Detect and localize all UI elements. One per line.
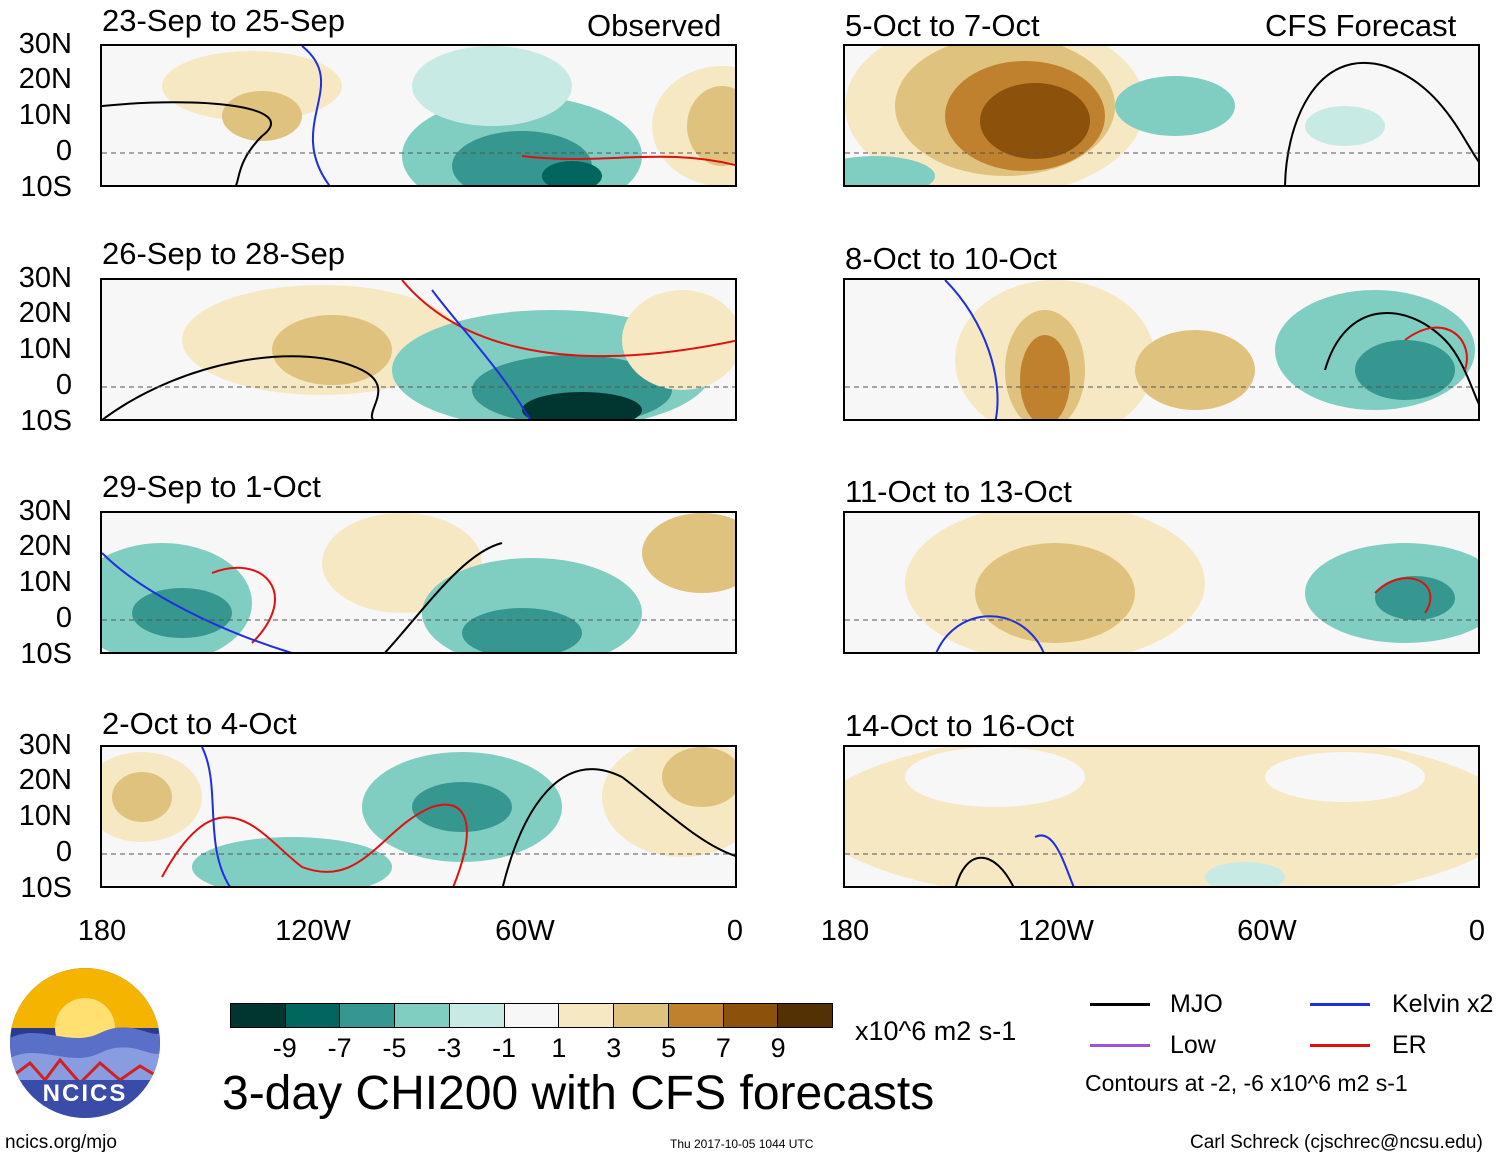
legend-mjo-label: MJO — [1170, 990, 1223, 1018]
x-tick-right-0: 0 — [1468, 915, 1486, 947]
y-tick-row3-4: 10S — [20, 638, 72, 670]
legend-low-line — [1090, 1044, 1150, 1047]
ncics-logo-text: NCICS — [42, 1080, 128, 1107]
footer-url[interactable]: ncics.org/mjo — [5, 1132, 117, 1153]
colorbar-label-3: -3 — [437, 1033, 462, 1063]
colorbar-swatch-0 — [231, 1004, 286, 1027]
y-tick-row1-2: 10N — [18, 99, 72, 131]
y-tick-row3-2: 10N — [18, 566, 72, 598]
footer-timestamp: Thu 2017-10-05 1044 UTC — [670, 1137, 814, 1151]
y-tick-row3-1: 20N — [18, 530, 72, 562]
observed-map-4 — [100, 745, 737, 888]
y-tick-row2-1: 20N — [18, 297, 72, 329]
x-tick-right-60w: 60W — [1237, 915, 1297, 947]
y-tick-row2-0: 30N — [18, 262, 72, 294]
x-tick-right-180: 180 — [820, 915, 870, 947]
forecast-panel-3-title: 11-Oct to 13-Oct — [845, 474, 1072, 509]
legend-mjo-line — [1090, 1003, 1150, 1006]
observed-panel-2-title: 26-Sep to 28-Sep — [102, 236, 346, 271]
colorbar-label-7: 5 — [661, 1033, 677, 1063]
colorbar-swatch-6 — [559, 1004, 615, 1027]
y-tick-row1-0: 30N — [18, 28, 72, 60]
y-tick-row1-1: 20N — [18, 63, 72, 95]
legend-er-label: ER — [1392, 1031, 1427, 1059]
legend-kelvin-label: Kelvin x2 — [1392, 990, 1494, 1018]
observed-panel-3-title: 29-Sep to 1-Oct — [102, 469, 321, 504]
colorbar-swatch-2 — [340, 1004, 396, 1027]
y-tick-row3-0: 30N — [18, 495, 72, 527]
legend-contours-note: Contours at -2, -6 x10^6 m2 s-1 — [1085, 1070, 1408, 1096]
forecast-map-4 — [843, 745, 1480, 888]
forecast-map-2 — [843, 278, 1480, 421]
y-tick-row3-3: 0 — [55, 602, 72, 634]
legend-low-label: Low — [1170, 1031, 1216, 1059]
y-tick-row1-3: 0 — [55, 135, 72, 167]
y-tick-row2-3: 0 — [55, 369, 72, 401]
forecast-panel-2-title: 8-Oct to 10-Oct — [845, 241, 1057, 276]
forecast-panel-4-title: 14-Oct to 16-Oct — [845, 708, 1075, 743]
x-tick-right-120w: 120W — [1018, 915, 1094, 947]
legend-er-line — [1310, 1044, 1370, 1047]
y-tick-row4-4: 10S — [20, 872, 72, 904]
colorbar-label-0: -9 — [272, 1033, 297, 1063]
forecast-map-3 — [843, 511, 1480, 654]
observed-header: Observed — [587, 8, 722, 43]
colorbar-swatch-3 — [395, 1004, 450, 1027]
colorbar — [230, 1003, 833, 1028]
x-tick-left-0: 0 — [726, 915, 744, 947]
legend-kelvin-line — [1310, 1003, 1370, 1006]
colorbar-label-8: 7 — [715, 1033, 731, 1063]
colorbar-label-2: -5 — [382, 1033, 407, 1063]
colorbar-swatch-4 — [449, 1004, 505, 1027]
y-tick-row2-4: 10S — [20, 405, 72, 437]
observed-map-2 — [100, 278, 737, 421]
y-tick-row4-1: 20N — [18, 764, 72, 796]
observed-panel-1-title: 23-Sep to 25-Sep — [102, 3, 346, 38]
y-tick-row1-4: 10S — [20, 171, 72, 203]
colorbar-swatch-9 — [723, 1004, 779, 1027]
colorbar-label-5: 1 — [551, 1033, 567, 1063]
main-title: 3-day CHI200 with CFS forecasts — [222, 1067, 935, 1120]
colorbar-label-6: 3 — [606, 1033, 622, 1063]
observed-map-3 — [100, 511, 737, 654]
colorbar-label-1: -7 — [327, 1033, 352, 1063]
ncics-logo: NCICS — [10, 968, 160, 1118]
observed-panel-4-title: 2-Oct to 4-Oct — [102, 706, 297, 741]
forecast-panel-1-title: 5-Oct to 7-Oct — [845, 8, 1040, 43]
colorbar-swatch-1 — [285, 1004, 341, 1027]
x-tick-left-120w: 120W — [275, 915, 351, 947]
y-tick-row4-3: 0 — [55, 836, 72, 868]
colorbar-units: x10^6 m2 s-1 — [855, 1016, 1017, 1046]
footer-author: Carl Schreck (cjschrec@ncsu.edu) — [1190, 1132, 1483, 1153]
y-tick-row4-2: 10N — [18, 800, 72, 832]
colorbar-label-9: 9 — [770, 1033, 786, 1063]
colorbar-swatch-7 — [614, 1004, 669, 1027]
y-tick-row2-2: 10N — [18, 333, 72, 365]
x-tick-left-180: 180 — [77, 915, 127, 947]
forecast-map-1 — [843, 44, 1480, 187]
x-tick-left-60w: 60W — [495, 915, 555, 947]
colorbar-swatch-5 — [504, 1004, 560, 1027]
y-tick-row4-0: 30N — [18, 729, 72, 761]
forecast-header: CFS Forecast — [1265, 8, 1457, 43]
observed-map-1 — [100, 44, 737, 187]
colorbar-label-4: -1 — [492, 1033, 517, 1063]
colorbar-swatch-8 — [668, 1004, 724, 1027]
colorbar-swatch-10 — [778, 1004, 833, 1027]
